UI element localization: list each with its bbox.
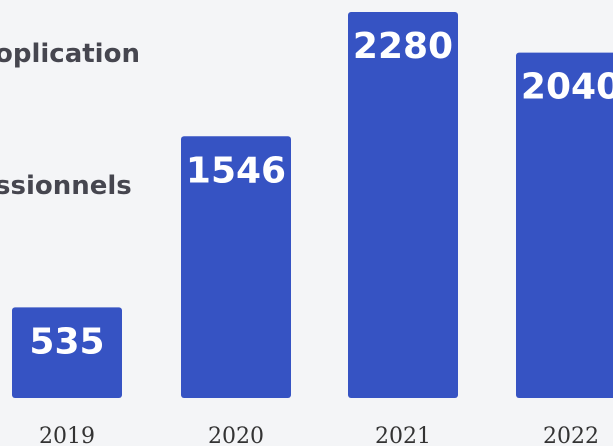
bar-2019 [12, 307, 122, 398]
chart-title: oplication ssionnels [0, 0, 140, 208]
bar-2020 [181, 136, 291, 399]
bar-2021 [348, 12, 458, 398]
chart-title-line-1: oplication [0, 39, 140, 69]
bar-value-label-2021: 2280 [353, 26, 453, 67]
bar-value-label-2020: 1546 [186, 150, 286, 191]
x-tick-label-2019: 2019 [39, 424, 95, 446]
x-tick-label-2022: 2022 [543, 424, 599, 446]
x-tick-label-2020: 2020 [208, 424, 264, 446]
chart-title-line-2: ssionnels [0, 171, 132, 201]
bar-value-label-2022: 2040 [521, 67, 613, 108]
x-tick-label-2021: 2021 [375, 424, 431, 446]
bar-value-label-2019: 535 [29, 321, 104, 362]
bar-2022 [516, 52, 613, 398]
